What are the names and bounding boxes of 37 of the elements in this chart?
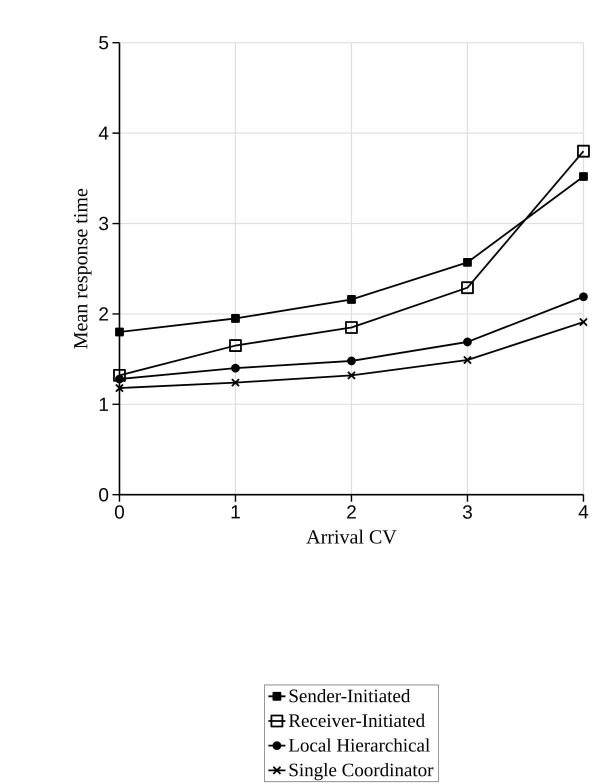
point [347,370,356,380]
point [579,318,588,326]
x-tick-label: 1 [232,505,240,518]
legend-label: Local Hierarchical [288,738,430,752]
point [463,338,472,346]
point [345,321,358,334]
legend-label: Receiver-Initiated [288,714,425,728]
x-tick-label: 4 [578,505,588,518]
point [231,314,240,323]
point [113,368,126,382]
point [347,295,356,304]
x-tick-label: 3 [462,505,472,519]
point [463,258,472,267]
x-tick-label: 2 [347,505,356,519]
y-tick-label: 4 [98,126,108,140]
y-tick-label: 0 [99,488,108,502]
legend-label: Sender-Initiated [290,688,410,702]
x-tick-label: 0 [114,505,124,519]
point [231,378,240,388]
y-tick-label: 3 [99,216,108,230]
point [347,356,356,366]
point [577,144,590,158]
point [579,292,588,302]
point [579,172,588,181]
point [115,328,124,336]
y-tick-label: 5 [99,36,108,50]
point [115,374,124,384]
y-tick-label: 2 [99,307,108,321]
point [461,281,474,294]
point [463,356,472,364]
legend-label: Single Coordinator [290,763,434,780]
y-tick-label: 1 [100,398,108,411]
y-axis-title: Mean response time [74,188,92,349]
x-axis-title: Arrival CV [306,530,396,544]
point [115,384,124,392]
point [231,364,240,373]
point [229,339,242,352]
